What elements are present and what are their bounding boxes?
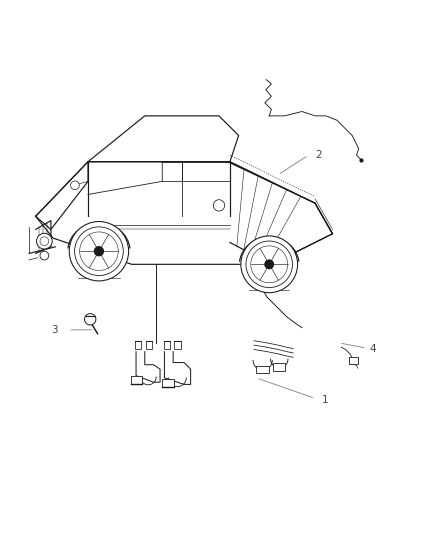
Bar xyxy=(162,379,174,387)
Bar xyxy=(146,341,152,350)
Circle shape xyxy=(241,236,297,293)
Bar xyxy=(163,341,170,350)
Circle shape xyxy=(71,181,79,190)
Bar xyxy=(273,364,286,372)
Bar xyxy=(349,357,358,364)
Circle shape xyxy=(69,222,129,281)
Text: 2: 2 xyxy=(315,150,321,160)
Bar xyxy=(256,366,269,374)
Circle shape xyxy=(246,241,293,288)
Circle shape xyxy=(36,233,52,249)
Circle shape xyxy=(40,251,49,260)
Text: 3: 3 xyxy=(51,325,57,335)
Circle shape xyxy=(95,247,103,256)
Bar xyxy=(131,376,142,384)
Bar xyxy=(174,341,180,350)
Circle shape xyxy=(265,260,273,269)
Circle shape xyxy=(74,227,123,276)
Circle shape xyxy=(85,313,96,325)
Circle shape xyxy=(213,200,225,211)
Text: 1: 1 xyxy=(321,394,328,405)
Bar xyxy=(135,341,141,350)
Text: 4: 4 xyxy=(370,344,376,354)
